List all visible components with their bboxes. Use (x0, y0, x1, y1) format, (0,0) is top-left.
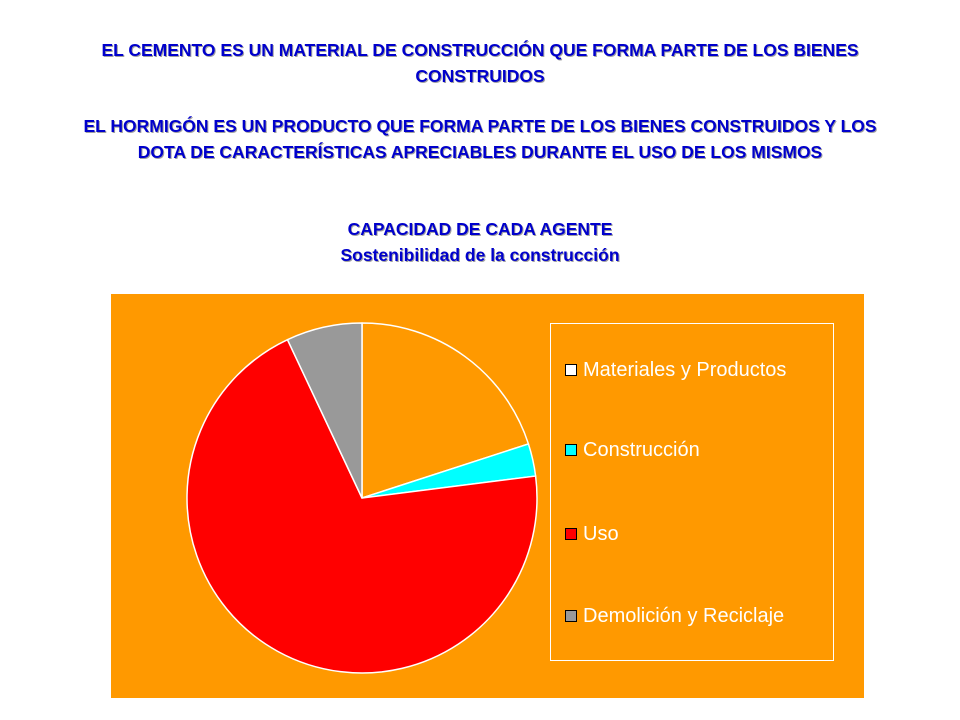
headline-concrete: EL HORMIGÓN ES UN PRODUCTO QUE FORMA PAR… (83, 116, 877, 162)
legend-swatch-2 (565, 528, 577, 540)
pie-slice-2 (186, 338, 538, 674)
legend-label-0: Materiales y Productos (583, 358, 787, 381)
pie-chart (186, 322, 538, 674)
chart-legend: Materiales y Productos Construcción Uso Dem… (550, 323, 834, 661)
legend-item-2: Uso (565, 522, 619, 546)
pie-slice-3 (286, 322, 363, 499)
legend-item-3: Demolición y Reciclaje (565, 604, 784, 628)
headline-sustainability: Sostenibilidad de la construcción (340, 245, 620, 265)
legend-label-2: Uso (583, 522, 619, 545)
legend-swatch-3 (565, 610, 577, 622)
pie-chart-area: Materiales y Productos Construcción Uso Dem… (111, 294, 864, 698)
legend-swatch-1 (565, 444, 577, 456)
headline-agent-capacity: CAPACIDAD DE CADA AGENTE (347, 219, 613, 239)
legend-item-0: Materiales y Productos (565, 358, 786, 382)
pie-slice-0 (361, 322, 530, 499)
legend-swatch-0 (565, 364, 577, 376)
legend-item-1: Construcción (565, 438, 700, 462)
headline-cement: EL CEMENTO ES UN MATERIAL DE CONSTRUCCIÓ… (101, 40, 859, 86)
legend-label-3: Demolición y Reciclaje (583, 604, 785, 627)
legend-label-1: Construcción (583, 438, 700, 461)
